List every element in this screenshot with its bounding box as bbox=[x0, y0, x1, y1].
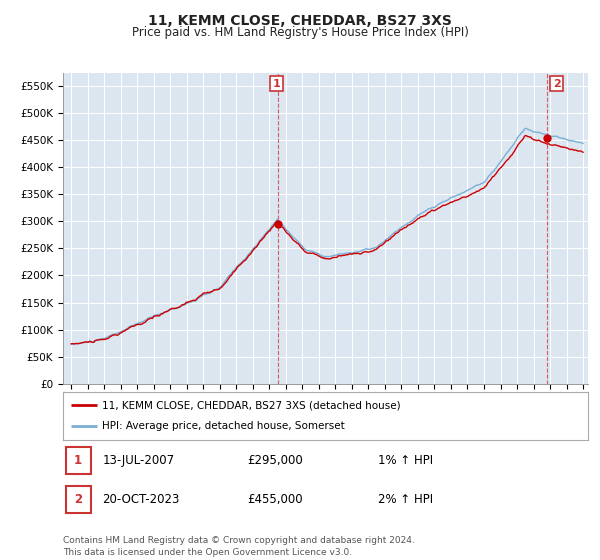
Text: HPI: Average price, detached house, Somerset: HPI: Average price, detached house, Some… bbox=[103, 421, 345, 431]
Text: Price paid vs. HM Land Registry's House Price Index (HPI): Price paid vs. HM Land Registry's House … bbox=[131, 26, 469, 39]
Text: 1: 1 bbox=[272, 78, 280, 88]
Text: 2: 2 bbox=[553, 78, 560, 88]
Text: 11, KEMM CLOSE, CHEDDAR, BS27 3XS (detached house): 11, KEMM CLOSE, CHEDDAR, BS27 3XS (detac… bbox=[103, 400, 401, 410]
FancyBboxPatch shape bbox=[65, 447, 91, 474]
Text: £295,000: £295,000 bbox=[247, 454, 302, 467]
FancyBboxPatch shape bbox=[65, 486, 91, 514]
Text: £455,000: £455,000 bbox=[247, 493, 302, 506]
Text: 2% ↑ HPI: 2% ↑ HPI bbox=[378, 493, 433, 506]
Text: 1% ↑ HPI: 1% ↑ HPI bbox=[378, 454, 433, 467]
Text: 2: 2 bbox=[74, 493, 82, 506]
Text: 20-OCT-2023: 20-OCT-2023 bbox=[103, 493, 180, 506]
Text: Contains HM Land Registry data © Crown copyright and database right 2024.
This d: Contains HM Land Registry data © Crown c… bbox=[63, 536, 415, 557]
Text: 11, KEMM CLOSE, CHEDDAR, BS27 3XS: 11, KEMM CLOSE, CHEDDAR, BS27 3XS bbox=[148, 14, 452, 28]
Text: 13-JUL-2007: 13-JUL-2007 bbox=[103, 454, 175, 467]
Text: 1: 1 bbox=[74, 454, 82, 467]
